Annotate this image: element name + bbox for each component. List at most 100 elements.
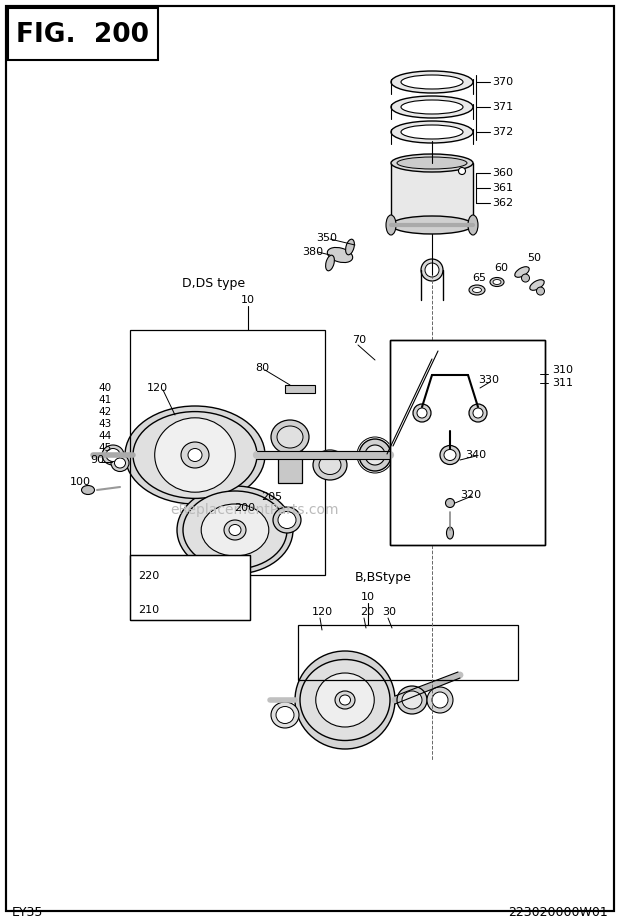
Ellipse shape bbox=[529, 280, 544, 291]
Text: D,DS type: D,DS type bbox=[182, 277, 245, 290]
Ellipse shape bbox=[469, 404, 487, 422]
Bar bbox=[8, 8, 158, 60]
Text: 65: 65 bbox=[472, 273, 486, 283]
Ellipse shape bbox=[421, 259, 443, 281]
Text: eReplacementParts.com: eReplacementParts.com bbox=[170, 503, 339, 517]
Ellipse shape bbox=[81, 485, 94, 495]
Text: 340: 340 bbox=[465, 450, 486, 460]
Ellipse shape bbox=[391, 71, 473, 93]
Text: 43: 43 bbox=[98, 419, 111, 429]
Text: 40: 40 bbox=[98, 383, 111, 393]
Text: 360: 360 bbox=[492, 168, 513, 178]
Text: 371: 371 bbox=[492, 102, 513, 112]
Text: 30: 30 bbox=[382, 607, 396, 617]
Ellipse shape bbox=[401, 75, 463, 89]
Text: 361: 361 bbox=[492, 183, 513, 193]
Ellipse shape bbox=[365, 445, 385, 465]
Ellipse shape bbox=[490, 278, 504, 286]
Bar bbox=[130, 555, 250, 620]
Ellipse shape bbox=[188, 449, 202, 462]
Ellipse shape bbox=[400, 439, 416, 454]
Text: 220: 220 bbox=[138, 571, 159, 581]
Ellipse shape bbox=[521, 274, 529, 282]
Bar bbox=[391, 163, 473, 225]
Ellipse shape bbox=[515, 267, 529, 277]
Ellipse shape bbox=[459, 167, 466, 174]
Ellipse shape bbox=[335, 691, 355, 709]
Bar bbox=[390, 340, 545, 545]
Ellipse shape bbox=[469, 285, 485, 295]
Ellipse shape bbox=[278, 511, 296, 529]
Ellipse shape bbox=[181, 442, 209, 468]
Ellipse shape bbox=[359, 439, 391, 471]
Text: 320: 320 bbox=[460, 490, 481, 500]
Ellipse shape bbox=[397, 157, 467, 169]
Text: FIG.  200: FIG. 200 bbox=[16, 22, 149, 48]
Text: 350: 350 bbox=[316, 233, 337, 243]
Ellipse shape bbox=[391, 154, 473, 172]
Ellipse shape bbox=[536, 287, 544, 295]
Ellipse shape bbox=[427, 687, 453, 713]
Ellipse shape bbox=[183, 491, 287, 569]
Ellipse shape bbox=[327, 247, 353, 262]
Text: 60: 60 bbox=[494, 263, 508, 273]
Text: 362: 362 bbox=[492, 198, 513, 208]
Ellipse shape bbox=[125, 406, 265, 504]
Ellipse shape bbox=[273, 507, 301, 533]
Text: 311: 311 bbox=[552, 378, 573, 388]
Ellipse shape bbox=[271, 420, 309, 454]
Ellipse shape bbox=[472, 287, 482, 293]
Text: 205: 205 bbox=[261, 492, 282, 502]
Ellipse shape bbox=[313, 450, 347, 480]
Ellipse shape bbox=[111, 454, 129, 472]
Ellipse shape bbox=[106, 449, 120, 462]
Ellipse shape bbox=[276, 706, 294, 724]
Ellipse shape bbox=[295, 651, 395, 749]
Ellipse shape bbox=[277, 426, 303, 448]
Ellipse shape bbox=[444, 450, 456, 461]
Ellipse shape bbox=[177, 486, 293, 574]
Bar bbox=[390, 340, 545, 545]
Ellipse shape bbox=[391, 216, 473, 234]
Text: 372: 372 bbox=[492, 127, 513, 137]
Text: 20: 20 bbox=[360, 607, 374, 617]
Ellipse shape bbox=[446, 498, 454, 508]
Text: 310: 310 bbox=[552, 365, 573, 375]
Ellipse shape bbox=[413, 404, 431, 422]
Ellipse shape bbox=[102, 445, 124, 465]
Ellipse shape bbox=[391, 121, 473, 143]
Text: 370: 370 bbox=[492, 77, 513, 87]
Bar bbox=[298, 625, 518, 680]
Ellipse shape bbox=[397, 686, 427, 714]
Bar bbox=[130, 330, 325, 575]
Ellipse shape bbox=[391, 96, 473, 118]
Text: 200: 200 bbox=[234, 503, 255, 513]
Ellipse shape bbox=[345, 239, 355, 255]
Ellipse shape bbox=[401, 100, 463, 114]
Text: 100: 100 bbox=[70, 477, 91, 487]
Ellipse shape bbox=[155, 418, 236, 492]
Ellipse shape bbox=[432, 692, 448, 708]
Text: 41: 41 bbox=[98, 395, 111, 405]
Bar bbox=[130, 555, 250, 620]
Ellipse shape bbox=[402, 691, 422, 709]
Ellipse shape bbox=[425, 263, 439, 277]
Text: 330: 330 bbox=[478, 375, 499, 385]
Text: 70: 70 bbox=[352, 335, 366, 345]
Text: 42: 42 bbox=[98, 407, 111, 417]
Text: 80: 80 bbox=[255, 363, 269, 373]
Ellipse shape bbox=[133, 412, 257, 498]
Ellipse shape bbox=[473, 408, 483, 418]
Text: 44: 44 bbox=[98, 431, 111, 441]
Text: 223020000W01: 223020000W01 bbox=[508, 905, 608, 918]
Ellipse shape bbox=[386, 215, 396, 235]
Bar bbox=[278, 427, 302, 483]
Ellipse shape bbox=[300, 660, 390, 740]
Bar bbox=[285, 385, 315, 393]
Ellipse shape bbox=[319, 455, 341, 474]
Text: 120: 120 bbox=[147, 383, 168, 393]
Ellipse shape bbox=[224, 520, 246, 540]
Ellipse shape bbox=[440, 446, 460, 464]
Text: 90: 90 bbox=[90, 455, 104, 465]
Ellipse shape bbox=[115, 458, 125, 468]
